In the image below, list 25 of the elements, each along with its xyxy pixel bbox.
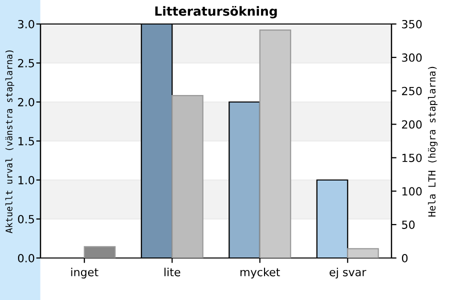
y-tick-label: 1.0 — [18, 176, 34, 184]
y-tick-label: 2.5 — [18, 58, 34, 68]
y-tick-label: 3.0 — [18, 20, 34, 28]
y2-tick-label: 0 — [402, 254, 408, 262]
y2-tick-label: 350 — [402, 20, 422, 28]
y2-axis-title: Hela LTH (högra staplarna) — [428, 66, 438, 216]
bar — [347, 248, 379, 258]
y-tick-label: 2.0 — [18, 98, 34, 106]
x-tick-label: lite — [164, 268, 180, 276]
y2-tick-label: 150 — [402, 154, 422, 162]
y-tick-label: 0.0 — [18, 254, 34, 262]
y2-tick-label: 50 — [402, 220, 415, 229]
x-tick-label: mycket — [240, 268, 280, 278]
chart-title: Litteratursökning — [155, 6, 277, 18]
bar — [84, 246, 116, 258]
y2-tick-label: 300 — [402, 53, 422, 62]
y-tick-label: 1.5 — [18, 137, 34, 146]
y2-tick-label: 100 — [402, 187, 422, 196]
y2-tick-label: 200 — [402, 120, 422, 129]
x-tick-label: inget — [71, 268, 98, 278]
x-tick-label: ej svar — [330, 268, 366, 278]
y-axis-title: Aktuellt urval (vänstra staplarna) — [5, 50, 14, 234]
y2-tick-label: 250 — [402, 86, 422, 96]
bar — [316, 179, 348, 258]
y-tick-label: 0.5 — [18, 214, 34, 224]
